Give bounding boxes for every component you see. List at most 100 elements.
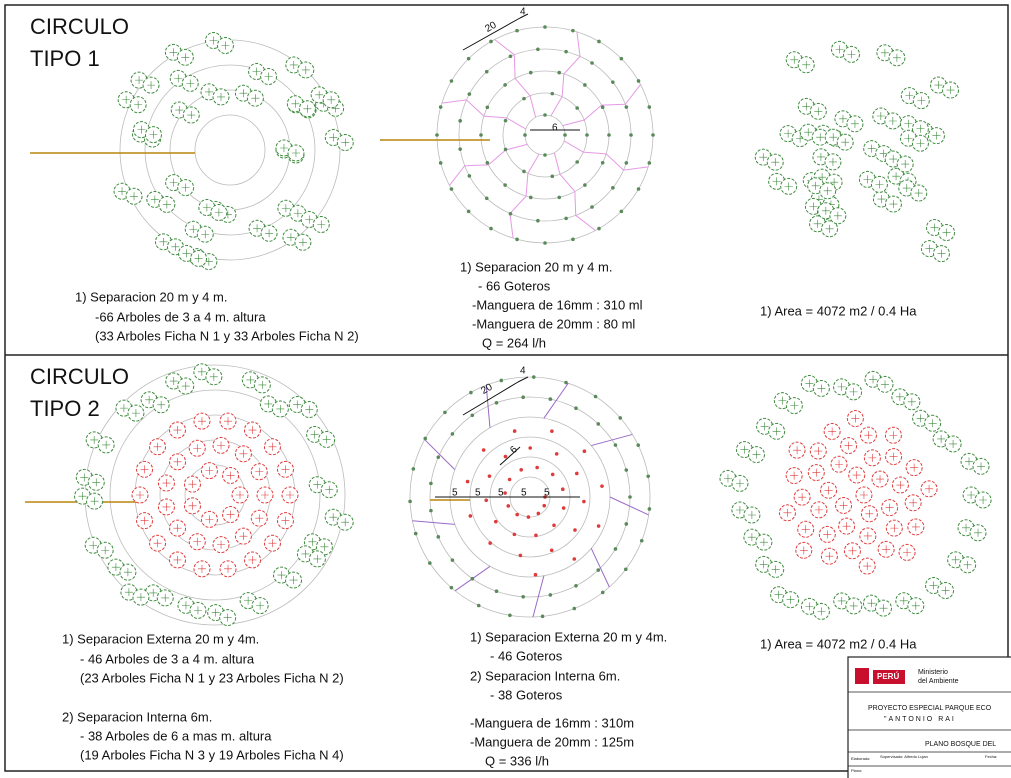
emitter — [534, 573, 538, 577]
tree-symbol — [860, 427, 876, 443]
lateral-hose — [591, 434, 632, 445]
emitter — [624, 468, 628, 472]
emitter — [611, 80, 615, 84]
emitter — [521, 595, 525, 599]
emitter — [515, 29, 519, 33]
emitter — [575, 160, 579, 164]
irrigation-note: -Manguera de 20mm : 80 ml — [472, 316, 635, 331]
tree-symbol — [201, 463, 217, 479]
emitter — [583, 449, 587, 453]
tree-symbol — [798, 57, 814, 73]
emitter — [543, 241, 547, 245]
emitter — [575, 472, 579, 476]
emitter — [629, 133, 633, 137]
emitter — [549, 593, 553, 597]
emitter — [436, 455, 440, 459]
tree-symbol — [786, 398, 802, 414]
tree-symbol — [732, 475, 748, 491]
emitter — [574, 406, 578, 410]
tree-symbol — [856, 487, 872, 503]
emitter — [600, 484, 604, 488]
tree-symbol — [925, 415, 941, 431]
tree-symbol — [779, 505, 795, 521]
emitter — [571, 238, 575, 242]
emitter — [503, 83, 507, 87]
ring — [481, 71, 609, 199]
ring — [503, 93, 587, 177]
tree-symbol — [158, 499, 174, 515]
tree-symbol — [871, 176, 887, 192]
tree-symbol — [846, 598, 862, 614]
tree-symbol — [908, 598, 924, 614]
field-label: Elaborado: — [851, 756, 870, 761]
emitter — [529, 71, 533, 75]
emitter — [590, 61, 594, 65]
tree-symbol — [970, 525, 986, 541]
emitter — [488, 541, 492, 545]
dimension-label: 5 — [498, 488, 504, 499]
tree-symbol — [859, 558, 875, 574]
emitter — [534, 534, 538, 538]
tree-symbol — [748, 447, 764, 463]
tree-symbol — [768, 561, 784, 577]
tree-symbol — [150, 535, 166, 551]
emitter — [527, 515, 531, 519]
emitter — [529, 196, 533, 200]
ring — [525, 115, 565, 155]
tree-symbol — [837, 134, 853, 150]
emitter — [551, 473, 555, 477]
tree-symbol — [128, 405, 144, 421]
tree-symbol — [150, 439, 166, 455]
emitter — [543, 113, 547, 117]
emitter — [542, 504, 546, 508]
tree-symbol — [88, 474, 104, 490]
emitter — [611, 186, 615, 190]
tree-symbol — [272, 401, 288, 417]
tree-symbol — [206, 369, 222, 385]
emitter — [575, 106, 579, 110]
tree-symbol — [282, 487, 298, 503]
irrigation-note: - 66 Goteros — [478, 278, 551, 293]
tree-symbol — [810, 443, 826, 459]
tree-symbol — [309, 551, 325, 567]
emitter — [477, 604, 481, 608]
plan-label: PLANO BOSQUE DEL — [925, 741, 996, 748]
emitter — [564, 217, 568, 221]
tree-symbol — [178, 378, 194, 394]
tree-symbol — [831, 456, 847, 472]
emitter — [582, 500, 586, 504]
tree-symbol — [769, 423, 785, 439]
emitter — [509, 212, 513, 216]
emitter — [519, 468, 523, 472]
emitter — [557, 196, 561, 200]
tree-symbol — [288, 145, 304, 161]
tree-symbol — [878, 541, 894, 557]
trees-note: (23 Arboles Ficha N 1 y 23 Arboles Ficha… — [80, 670, 344, 685]
emitter — [550, 92, 554, 96]
trees-note: 1) Separacion 20 m y 4 m. — [75, 289, 227, 304]
tree-symbol — [170, 454, 186, 470]
tree-symbol — [830, 208, 846, 224]
trees-note: 2) Separacion Interna 6m. — [62, 709, 212, 724]
tree-symbol — [875, 600, 891, 616]
tree-symbol — [251, 510, 267, 526]
emitter — [513, 429, 517, 433]
emitter — [485, 196, 489, 200]
tree-symbol — [872, 471, 888, 487]
emitter — [543, 25, 547, 29]
irrigation-note: -Manguera de 16mm : 310m — [470, 715, 634, 730]
emitter — [513, 533, 517, 537]
tree-symbol — [143, 77, 159, 93]
tree-symbol — [911, 185, 927, 201]
tree-symbol — [943, 82, 959, 98]
emitter — [648, 105, 652, 109]
lateral-hose — [591, 548, 609, 587]
emitter — [443, 411, 447, 415]
tree-symbol — [252, 598, 268, 614]
tree-symbol — [819, 526, 835, 542]
emitter — [618, 416, 622, 420]
dimension-label: 5 — [475, 488, 481, 499]
tree-symbol — [321, 482, 337, 498]
tree-symbol — [319, 431, 335, 447]
emitter — [536, 219, 540, 223]
